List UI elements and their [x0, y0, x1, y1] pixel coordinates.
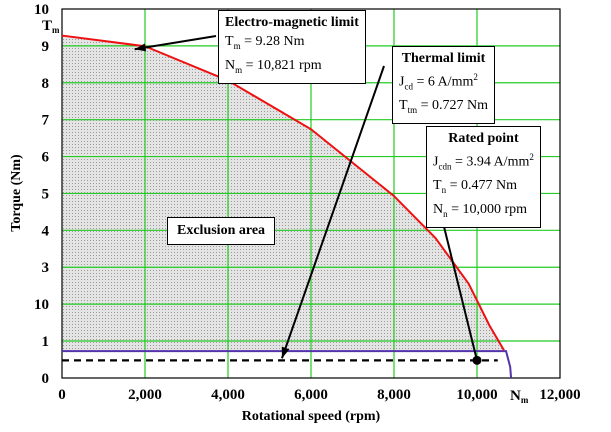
y-tick-label: 0: [42, 371, 50, 387]
y-tick-label: 4: [42, 223, 50, 239]
x-tick-label: 10,000: [456, 387, 497, 403]
y-tick-label: 10: [34, 297, 49, 313]
y-tick-label: 3: [42, 260, 50, 276]
thermal-limit-title: Thermal limit: [401, 51, 486, 66]
em-limit-curve: [61, 34, 505, 351]
thermal-limit-annotation: Thermal limit Jcd = 6 A/mm2 Ttm = 0.727 …: [392, 46, 495, 125]
series-layer: [61, 34, 513, 379]
y-top-label: Tm: [42, 18, 60, 35]
em-limit-title: Electro-magnetic limit: [225, 15, 359, 30]
x-tick-label: 12,000: [539, 387, 580, 403]
y-tick-label: 1: [42, 334, 50, 350]
y-tick-label: 8: [42, 76, 50, 92]
y-axis-title: Torque (Nm): [9, 154, 24, 232]
x-end-label: Nm: [510, 388, 529, 405]
tick-labels: 0 2,000 4,000 6,000 8,000 10,000 12,000 0 1 10 3 4 5…: [34, 2, 581, 403]
x-tick-label: 0: [58, 387, 66, 403]
em-arrow-line: [134, 35, 217, 51]
x-tick-label: 2,000: [128, 387, 162, 403]
thermal-arrow-head: [281, 346, 290, 359]
x-tick-label: 6,000: [294, 387, 328, 403]
x-axis-title: Rotational speed (rpm): [242, 409, 381, 424]
x-tick-label: 8,000: [377, 387, 411, 403]
rated-point-title: Rated point: [448, 131, 519, 146]
y-tick-label: 9: [42, 39, 50, 55]
rated-point-torque: Tn = 0.477 Nm: [433, 178, 517, 196]
em-arrow-head: [134, 43, 147, 52]
thermal-limit-current-density: Jcd = 6 A/mm2: [399, 72, 478, 92]
thermal-arrow-line: [281, 65, 385, 359]
y-tick-label: 7: [42, 113, 50, 129]
exclusion-area-label: Exclusion area: [167, 217, 276, 245]
em-limit-torque: Tm = 9.28 Nm: [225, 34, 305, 51]
em-limit-speed: Nm = 10,821 rpm: [225, 57, 322, 75]
rated-point-speed: Nn = 10,000 rpm: [433, 202, 528, 220]
rated-point-annotation: Rated point Jcdn = 3.94 A/mm2 Tn = 0.477…: [426, 126, 541, 229]
rated-point-current-density: Jcdn = 3.94 A/mm2: [433, 152, 534, 172]
y-tick-label: 6: [42, 150, 50, 166]
y-tick-label: 10: [34, 2, 49, 18]
y-tick-label: 5: [42, 186, 50, 202]
x-tick-label: 4,000: [211, 387, 245, 403]
plot-frame: [61, 8, 561, 379]
em-limit-annotation: Electro-magnetic limit Tm = 9.28 Nm Nm =…: [218, 10, 366, 84]
thermal-limit-torque: Ttm = 0.727 Nm: [399, 98, 488, 116]
